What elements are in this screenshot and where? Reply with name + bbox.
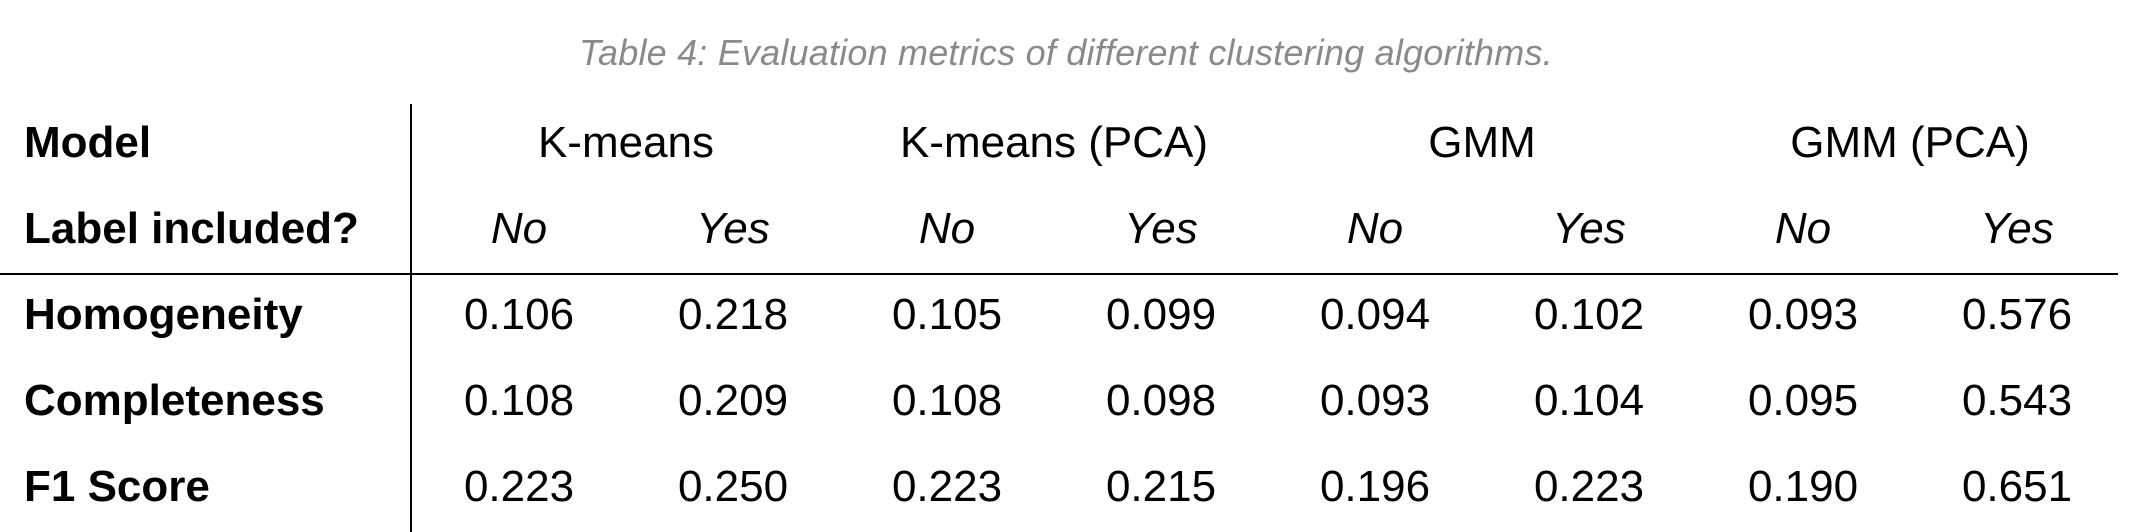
label-option: Yes	[696, 204, 770, 253]
label-option: Yes	[1124, 204, 1198, 253]
model-gmm: GMM	[1428, 118, 1536, 167]
model-kmeans: K-means	[537, 118, 715, 167]
model-header-label: Model	[24, 118, 152, 167]
table-cell: 0.209	[677, 376, 789, 425]
metric-label: Homogeneity	[24, 290, 303, 339]
table-cell: 0.093	[1319, 376, 1431, 425]
header-divider	[0, 273, 2118, 275]
table-caption: Table 4: Evaluation metrics of different…	[579, 32, 1553, 73]
model-gmm-pca: GMM (PCA)	[1790, 118, 2030, 167]
column-divider	[410, 104, 412, 532]
metric-label: F1 Score	[24, 462, 210, 511]
table-cell: 0.102	[1533, 290, 1645, 339]
table-row: F1 Score 0.223 0.250 0.223 0.215 0.196 0…	[0, 444, 2132, 530]
table-cell: 0.106	[463, 290, 575, 339]
table-row: Homogeneity 0.106 0.218 0.105 0.099 0.09…	[0, 272, 2132, 358]
table-cell: 0.108	[891, 376, 1003, 425]
label-option: No	[490, 204, 548, 253]
table-cell: 0.093	[1747, 290, 1859, 339]
table-cell: 0.098	[1105, 376, 1217, 425]
table-cell: 0.105	[891, 290, 1003, 339]
table-cell: 0.250	[677, 462, 789, 511]
table-cell: 0.223	[463, 462, 575, 511]
model-kmeans-pca: K-means (PCA)	[899, 118, 1209, 167]
table-cell: 0.223	[1533, 462, 1645, 511]
table-cell: 0.190	[1747, 462, 1859, 511]
label-option: No	[1774, 204, 1832, 253]
table-cell: 0.095	[1747, 376, 1859, 425]
label-option: No	[918, 204, 976, 253]
label-option: No	[1346, 204, 1404, 253]
table-cell: 0.094	[1319, 290, 1431, 339]
table-cell: 0.215	[1105, 462, 1217, 511]
table-cell: 0.196	[1319, 462, 1431, 511]
table-cell: 0.543	[1961, 376, 2073, 425]
table-cell: 0.108	[463, 376, 575, 425]
table-cell: 0.099	[1105, 290, 1217, 339]
header-row-models: Model K-means K-means (PCA) GMM GMM (PCA…	[0, 100, 2132, 186]
label-option: Yes	[1980, 204, 2054, 253]
table-cell: 0.104	[1533, 376, 1645, 425]
table-row: Completeness 0.108 0.209 0.108 0.098 0.0…	[0, 358, 2132, 444]
table-cell: 0.576	[1961, 290, 2073, 339]
metric-label: Completeness	[24, 376, 325, 425]
label-option: Yes	[1552, 204, 1626, 253]
table-cell: 0.218	[677, 290, 789, 339]
label-included-header: Label included?	[24, 204, 359, 253]
table-cell: 0.651	[1961, 462, 2073, 511]
header-row-label-included: Label included? No Yes No Yes No Yes No …	[0, 186, 2132, 272]
table-cell: 0.223	[891, 462, 1003, 511]
